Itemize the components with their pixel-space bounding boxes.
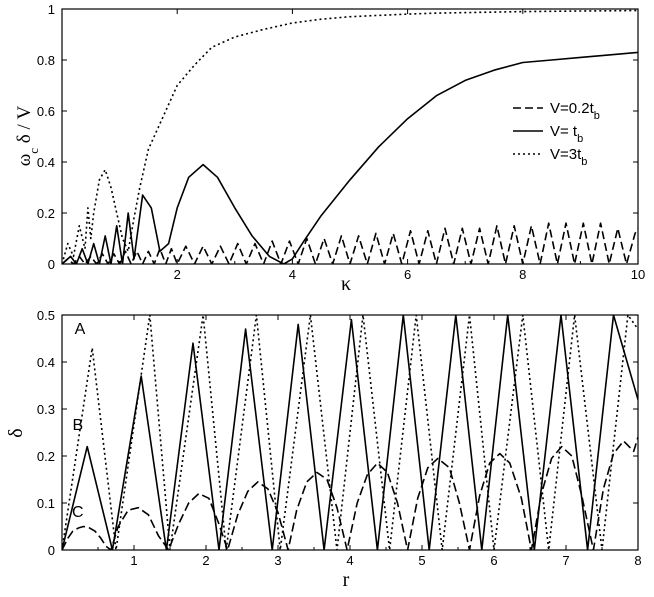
legend-label-main: V=3t: [550, 146, 582, 163]
legend-label: V= tb: [550, 123, 583, 145]
x-tick-label: 6: [404, 267, 411, 282]
y-tick-label: 0.4: [37, 155, 55, 170]
x-tick-label: 8: [634, 553, 641, 568]
y-axis-title-subscript: c: [26, 148, 41, 154]
y-tick-label: 0.2: [37, 449, 55, 464]
curve-label-b: B: [73, 417, 84, 434]
x-tick-label: 4: [346, 553, 353, 568]
series-line-c: [62, 436, 638, 550]
series-line-a: [62, 315, 638, 550]
curve-label-a: A: [75, 321, 86, 338]
legend-label: V=0.2tb: [550, 100, 600, 122]
x-tick-label: 6: [490, 553, 497, 568]
bottom-panel-r-plot: 1 2 3 4 5 6 7 8 0 0.1 0.2 0.3 0.4 0.5 r δ A B C: [5, 308, 642, 591]
y-tick-label: 0.2: [37, 206, 55, 221]
y-tick-label: 0.8: [37, 53, 55, 68]
legend-label-main: V=0.2t: [550, 100, 595, 117]
series-line-b: [62, 315, 638, 550]
curve-label-c: C: [72, 504, 84, 521]
x-tick-label: 2: [202, 553, 209, 568]
y-tick-label: 0: [48, 543, 55, 558]
y-axis-title-omega: ω: [14, 154, 35, 167]
y-tick-label: 0.3: [37, 402, 55, 417]
x-tick-label: 2: [174, 267, 181, 282]
y-tick-label: 1: [48, 2, 55, 17]
legend-label: V=3tb: [550, 146, 587, 168]
x-tick-label: 5: [418, 553, 425, 568]
x-axis-title: r: [343, 569, 350, 591]
y-tick-label: 0.6: [37, 104, 55, 119]
y-axis-title-rest: δ / V: [14, 105, 35, 147]
y-tick-label: 0: [48, 257, 55, 272]
series-line-vtb: [62, 51, 638, 264]
legend-label-subscript: b: [581, 156, 587, 168]
x-tick-label: 3: [274, 553, 281, 568]
legend-label-subscript: b: [594, 110, 600, 122]
y-axis-title: ωc δ / V: [14, 105, 41, 166]
x-axis-title: κ: [341, 273, 351, 295]
x-tick-label: 8: [519, 267, 526, 282]
series-line-v02tb: [62, 222, 638, 264]
x-tick-label: 4: [289, 267, 296, 282]
legend-label-subscript: b: [577, 133, 583, 145]
y-tick-label: 0.5: [37, 308, 55, 323]
y-axis-title: δ: [5, 428, 27, 437]
legend-label-main: V= t: [550, 123, 578, 140]
x-tick-label: 10: [631, 267, 645, 282]
x-tick-label: 1: [130, 553, 137, 568]
x-tick-label: 7: [562, 553, 569, 568]
y-tick-label: 0.1: [37, 496, 55, 511]
series-line-v3tb: [62, 9, 638, 264]
y-tick-label: 0.4: [37, 355, 55, 370]
